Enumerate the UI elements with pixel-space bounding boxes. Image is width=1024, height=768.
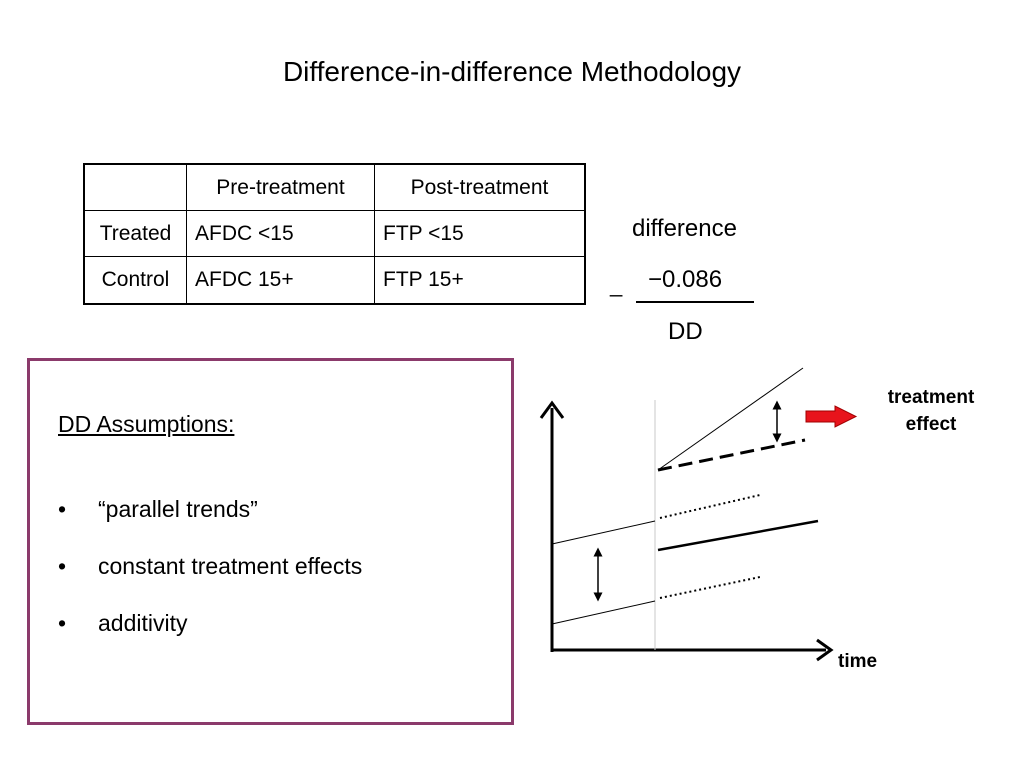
- assumption-text: “parallel trends”: [98, 496, 258, 522]
- table-header-pre: Pre-treatment: [186, 163, 375, 211]
- difference-label: difference: [632, 215, 737, 242]
- assumption-text: constant treatment effects: [98, 553, 363, 579]
- row-label-treated: Treated: [83, 209, 187, 258]
- control-post-line: [657, 519, 819, 552]
- cell-treated-post: FTP <15: [374, 209, 586, 258]
- cell-treated-pre: AFDC <15: [186, 209, 375, 258]
- control-pre-trend-extension: [659, 576, 761, 599]
- difference-value: −0.086: [648, 266, 723, 293]
- assumptions-title: DD Assumptions:: [58, 411, 235, 437]
- table-header-row: Pre-treatment Post-treatment: [83, 163, 586, 211]
- table-row-treated: Treated AFDC <15 FTP <15: [83, 209, 586, 258]
- bullet-icon: •: [58, 496, 67, 522]
- row-label-control: Control: [83, 256, 187, 305]
- assumption-text: additivity: [98, 610, 188, 636]
- treatment-effect-label: treatment effect: [871, 384, 991, 438]
- cell-control-pre: AFDC 15+: [186, 256, 375, 305]
- difference-rule: [636, 301, 754, 303]
- assumptions-list: • “parallel trends” • constant treatment…: [58, 496, 362, 667]
- bullet-icon: •: [58, 610, 67, 636]
- minus-sign: _: [610, 272, 623, 297]
- assumptions-box: DD Assumptions: • “parallel trends” • co…: [27, 358, 514, 725]
- treatment-label-line2: effect: [905, 414, 957, 435]
- x-axis-arrow-icon: [816, 638, 834, 662]
- cell-control-post: FTP 15+: [374, 256, 586, 305]
- dd-result-label: DD: [668, 318, 703, 345]
- table-header-post: Post-treatment: [374, 163, 586, 211]
- treated-pre-trend-extension: [659, 494, 761, 519]
- treatment-label-line1: treatment: [887, 387, 975, 408]
- slide-title: Difference-in-difference Methodology: [282, 56, 742, 87]
- x-axis-label: time: [838, 651, 878, 672]
- bullet-icon: •: [58, 553, 67, 579]
- list-item: • “parallel trends”: [58, 496, 362, 553]
- red-arrow-icon: [805, 405, 858, 428]
- table-row-control: Control AFDC 15+ FTP 15+: [83, 256, 586, 305]
- treated-counterfactual-line: [657, 438, 806, 472]
- list-item: • constant treatment effects: [58, 553, 362, 610]
- y-axis-arrow-icon: [539, 400, 565, 419]
- dd-table: Pre-treatment Post-treatment Treated AFD…: [83, 163, 586, 305]
- list-item: • additivity: [58, 610, 362, 667]
- control-pre-line: [551, 600, 656, 625]
- treated-post-line: [657, 367, 804, 471]
- treated-pre-line: [551, 520, 656, 545]
